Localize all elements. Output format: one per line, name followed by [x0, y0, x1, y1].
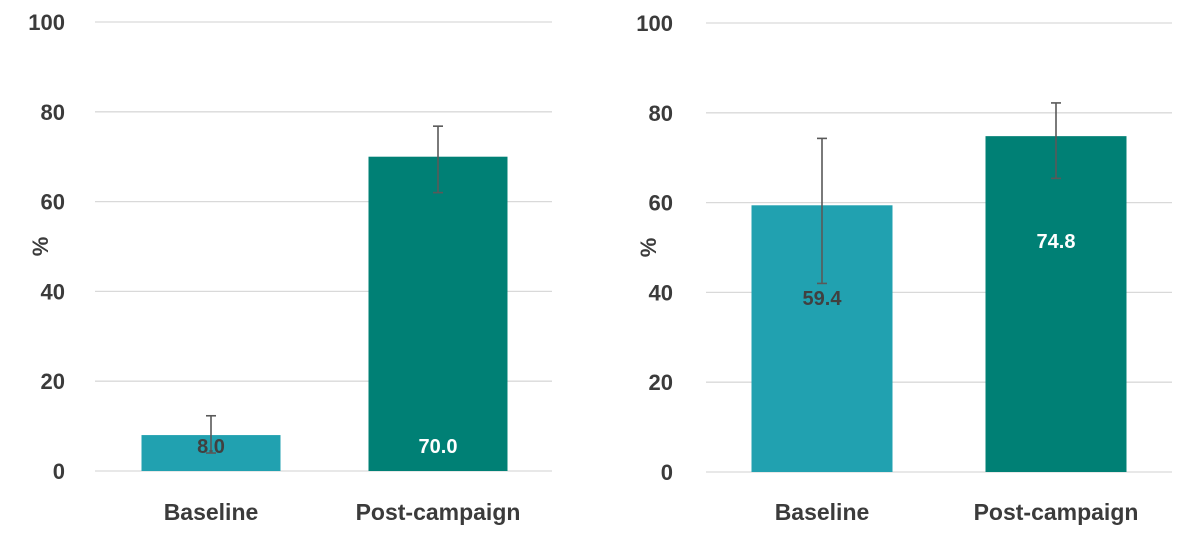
data-label: 70.0 — [419, 436, 458, 458]
y-tick-label: 100 — [636, 11, 673, 36]
bar — [368, 156, 508, 471]
chart-panel-1: 020406080100%8.0Baseline70.0Post-campaig… — [28, 10, 552, 525]
y-tick-label: 20 — [649, 370, 673, 395]
x-category-label: Post-campaign — [974, 499, 1139, 525]
y-tick-label: 80 — [41, 100, 65, 125]
y-tick-label: 40 — [41, 279, 65, 304]
y-axis-title: % — [28, 237, 53, 257]
y-tick-label: 40 — [649, 280, 673, 305]
chart-panel-2: 0 20 40 60 80 100% 59.4 Baseline 74.8 Post-campai… — [636, 11, 1172, 525]
data-label: 74.8 — [1037, 231, 1076, 253]
y-tick-label: 0 — [53, 459, 65, 484]
data-label: 59.4 — [803, 288, 843, 310]
bar — [985, 136, 1127, 472]
x-category-label: Post-campaign — [356, 499, 521, 525]
y-tick-label: 80 — [649, 101, 673, 126]
y-tick-label: 60 — [649, 191, 673, 216]
y-axis-title: % — [636, 238, 661, 258]
y-tick-label: 0 — [661, 460, 673, 485]
y-tick-label: 100 — [28, 10, 65, 35]
y-tick-label: 60 — [41, 190, 65, 215]
x-category-label: Baseline — [164, 499, 259, 525]
x-category-label: Baseline — [775, 499, 870, 525]
y-tick-label: 20 — [41, 369, 65, 394]
